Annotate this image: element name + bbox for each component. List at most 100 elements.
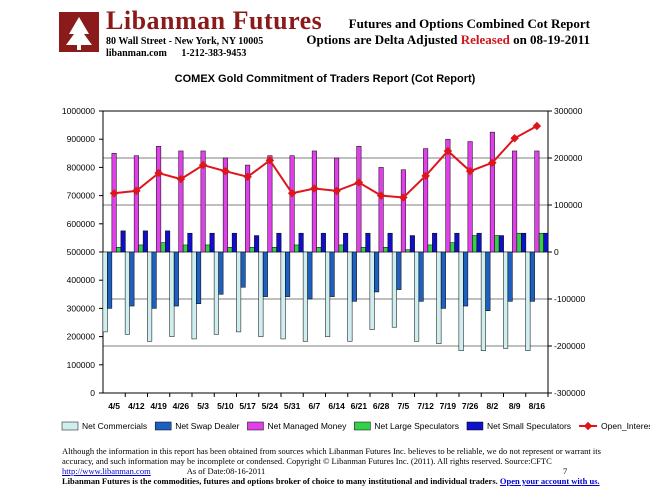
bar-net-commercials: [391, 251, 397, 328]
legend-label: Open_Interest_All: [601, 421, 650, 431]
open-interest-marker: [465, 166, 475, 176]
x-axis-tick-label: 4/5: [108, 401, 120, 411]
bar-net-large-speculators: [271, 247, 277, 253]
x-axis-tick-label: 5/24: [262, 401, 279, 411]
bar-net-commercials: [280, 251, 286, 340]
legend-line-marker: [583, 421, 593, 431]
bar-net-swap-dealer: [151, 251, 157, 309]
bar-net-commercials: [124, 251, 130, 335]
bar-net-managed-money: [111, 153, 117, 253]
left-axis-tick-label: 700000: [67, 191, 96, 201]
legend-label: Net Managed Money: [267, 421, 347, 431]
legend-swatch: [247, 421, 264, 431]
bar-net-swap-dealer: [240, 251, 246, 288]
bar-net-large-speculators: [205, 244, 211, 253]
company-phone: 1-212-383-9453: [181, 48, 247, 59]
report-title: Futures and Options Combined Cot Report: [348, 16, 590, 31]
bar-net-large-speculators: [294, 244, 300, 253]
left-axis-tick-label: 300000: [67, 303, 96, 313]
x-axis-tick-label: 4/19: [150, 401, 167, 411]
x-axis-tick-label: 8/16: [529, 401, 546, 411]
open-interest-marker: [132, 186, 141, 196]
open-interest-marker: [376, 191, 386, 200]
as-of-date: As of Date:08-16-2011: [186, 466, 266, 476]
disclaimer-line-2: accuracy, and such information may be in…: [62, 456, 552, 466]
footer-link-line: http://www.libanman.com As of Date:08-16-…: [62, 466, 265, 476]
bar-net-small-speculators: [298, 232, 304, 253]
bar-net-swap-dealer: [374, 251, 380, 293]
bar-net-commercials: [458, 251, 464, 351]
right-axis-tick-label: -200000: [554, 341, 585, 351]
open-account-link[interactable]: Open your account with us.: [499, 476, 600, 486]
bar-net-managed-money: [178, 150, 184, 253]
bar-net-small-speculators: [209, 232, 215, 253]
bar-net-commercials: [525, 251, 531, 351]
x-axis-tick-label: 5/10: [217, 401, 234, 411]
right-axis-tick-label: 200000: [554, 153, 583, 163]
bar-net-small-speculators: [231, 232, 237, 253]
open-interest-marker: [310, 184, 319, 193]
bar-net-commercials: [191, 251, 197, 340]
bar-net-small-speculators: [165, 230, 171, 253]
legend-swatch: [154, 421, 172, 431]
tagline: Libanman Futures is the commodities, fut…: [62, 476, 498, 486]
x-axis-tick-label: 6/7: [308, 401, 320, 411]
bar-net-commercials: [213, 251, 219, 335]
x-axis-tick-label: 5/17: [239, 401, 256, 411]
bar-net-commercials: [480, 251, 486, 351]
bar-net-swap-dealer: [329, 251, 335, 297]
website-link[interactable]: http://www.libanman.com: [62, 466, 151, 476]
bar-net-managed-money: [200, 150, 206, 253]
open-interest-marker: [154, 168, 163, 178]
bar-net-small-speculators: [320, 232, 326, 253]
bar-net-commercials: [503, 251, 509, 349]
bar-net-managed-money: [445, 138, 451, 253]
left-axis-tick-label: 0: [90, 388, 95, 398]
bar-net-managed-money: [378, 167, 384, 253]
bar-net-swap-dealer: [173, 251, 179, 307]
bar-net-swap-dealer: [396, 251, 402, 290]
company-logo: [59, 12, 99, 52]
right-axis-tick-label: -300000: [554, 388, 585, 398]
bar-net-small-speculators: [254, 235, 260, 253]
bar-net-large-speculators: [249, 247, 255, 253]
bar-net-commercials: [347, 251, 353, 342]
bar-net-large-speculators: [138, 244, 144, 253]
open-interest-marker: [109, 189, 119, 198]
legend-swatch: [61, 421, 79, 431]
bar-net-large-speculators: [227, 247, 233, 253]
bar-net-commercials: [325, 251, 331, 337]
bar-net-large-speculators: [338, 244, 344, 253]
tree-logo-icon: [66, 17, 92, 50]
bar-net-swap-dealer: [218, 251, 224, 295]
bar-net-commercials: [369, 251, 375, 330]
legend-label: Net Small Speculators: [487, 421, 571, 431]
bar-net-managed-money: [245, 164, 251, 253]
bar-net-small-speculators: [343, 232, 349, 253]
x-axis-tick-label: 7/5: [397, 401, 409, 411]
bar-net-small-speculators: [276, 232, 282, 253]
bar-net-swap-dealer: [107, 251, 113, 309]
legend-swatch: [466, 421, 484, 431]
legend-label: Net Large Speculators: [374, 421, 459, 431]
legend-label: Net Commercials: [82, 421, 147, 431]
bar-net-large-speculators: [182, 244, 188, 253]
bar-net-managed-money: [534, 150, 540, 253]
report-subtitle: Options are Delta Adjusted Released on 0…: [306, 32, 590, 48]
bar-net-large-speculators: [160, 242, 166, 253]
open-interest-marker: [421, 171, 430, 181]
bar-net-managed-money: [156, 146, 162, 253]
right-axis-tick-label: 300000: [554, 106, 583, 116]
bar-net-small-speculators: [365, 232, 371, 253]
report-subtitle-prefix: Options are Delta Adjusted: [306, 32, 461, 47]
cot-chart: 0 100000 200000 300000 400000 500000 600000 700…: [61, 106, 650, 431]
bar-net-managed-money: [289, 155, 295, 253]
company-website: libanman.com: [106, 48, 167, 59]
bar-net-commercials: [102, 251, 108, 333]
bar-net-large-speculators: [360, 247, 366, 253]
bar-net-managed-money: [311, 150, 317, 253]
open-interest-marker: [488, 158, 497, 167]
bar-net-managed-money: [222, 157, 228, 253]
bar-net-small-speculators: [543, 232, 549, 253]
bar-net-swap-dealer: [196, 251, 202, 304]
